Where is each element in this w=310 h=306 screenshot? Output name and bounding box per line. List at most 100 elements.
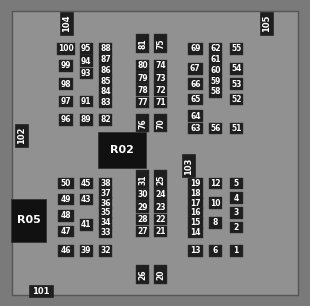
Bar [136, 84, 149, 96]
Text: 58: 58 [210, 87, 221, 96]
Bar [79, 96, 93, 107]
Bar [136, 97, 149, 108]
Bar [60, 114, 73, 126]
Bar [188, 245, 203, 257]
Text: 3: 3 [234, 208, 239, 218]
Text: 89: 89 [81, 115, 91, 125]
Bar [29, 285, 53, 297]
Text: 2: 2 [234, 223, 239, 232]
Text: 48: 48 [61, 211, 71, 220]
Text: 15: 15 [190, 218, 201, 227]
Bar [209, 217, 222, 229]
Text: 82: 82 [100, 115, 111, 125]
Bar [99, 188, 112, 199]
Bar [99, 75, 112, 87]
Text: 101: 101 [32, 287, 50, 296]
Text: 4: 4 [234, 194, 239, 203]
Text: 86: 86 [100, 66, 111, 75]
Bar [15, 124, 28, 147]
Bar [136, 170, 149, 189]
Text: 56: 56 [210, 124, 221, 133]
Bar [79, 55, 93, 67]
Bar [154, 201, 167, 213]
Bar [209, 65, 222, 76]
Text: 69: 69 [190, 44, 201, 54]
Text: 28: 28 [137, 215, 148, 224]
Text: 49: 49 [61, 195, 71, 204]
Text: 93: 93 [81, 69, 91, 78]
Text: 5: 5 [234, 179, 239, 188]
Bar [188, 188, 203, 199]
Bar [99, 97, 112, 108]
Bar [60, 78, 73, 90]
Bar [58, 245, 74, 257]
Bar [154, 170, 167, 189]
Text: 6: 6 [213, 246, 218, 256]
Bar [58, 210, 74, 222]
Text: 33: 33 [100, 228, 111, 237]
Bar [209, 75, 222, 87]
Text: 59: 59 [210, 76, 221, 86]
Bar [209, 123, 222, 134]
Bar [79, 194, 93, 205]
Bar [79, 43, 93, 55]
Text: 41: 41 [81, 220, 91, 230]
Bar [188, 123, 203, 134]
Text: 83: 83 [100, 98, 111, 107]
Bar [136, 201, 149, 213]
Text: 13: 13 [190, 246, 201, 256]
Text: 67: 67 [190, 64, 201, 73]
Bar [188, 207, 203, 219]
Bar [229, 78, 243, 90]
Bar [99, 43, 112, 55]
Bar [136, 60, 149, 72]
Bar [209, 54, 222, 65]
Text: 17: 17 [190, 199, 201, 208]
Text: 66: 66 [190, 80, 201, 89]
Text: 63: 63 [190, 124, 201, 133]
Bar [99, 217, 112, 229]
Text: 1: 1 [234, 246, 239, 256]
Text: 31: 31 [138, 174, 147, 185]
Bar [99, 245, 112, 257]
Bar [229, 94, 243, 105]
Bar [98, 132, 146, 168]
Text: 78: 78 [137, 86, 148, 95]
Text: 102: 102 [16, 126, 26, 144]
Text: 24: 24 [155, 190, 166, 200]
Bar [188, 197, 203, 209]
Bar [99, 54, 112, 65]
Text: 20: 20 [156, 269, 165, 280]
Text: 34: 34 [100, 218, 111, 227]
Bar [99, 227, 112, 238]
Bar [79, 178, 93, 189]
Text: 19: 19 [190, 179, 201, 188]
Text: 104: 104 [62, 15, 71, 32]
Text: 54: 54 [231, 64, 241, 73]
Bar [154, 72, 167, 84]
Bar [229, 192, 243, 204]
Bar [99, 197, 112, 209]
Bar [188, 94, 203, 105]
Bar [154, 34, 167, 53]
Text: 39: 39 [81, 246, 91, 256]
Bar [260, 12, 273, 35]
Text: 47: 47 [61, 227, 71, 236]
Bar [99, 207, 112, 219]
Bar [188, 217, 203, 229]
Bar [58, 226, 74, 237]
Text: 84: 84 [100, 87, 111, 96]
Bar [79, 114, 93, 126]
Text: 70: 70 [156, 118, 165, 129]
Bar [188, 43, 203, 55]
Bar [188, 78, 203, 90]
Text: 29: 29 [137, 203, 148, 212]
Text: 88: 88 [100, 44, 111, 54]
Text: 10: 10 [210, 199, 221, 208]
Text: 94: 94 [81, 57, 91, 66]
Text: 8: 8 [213, 218, 218, 227]
Text: 79: 79 [137, 73, 148, 83]
Text: 64: 64 [190, 112, 201, 121]
Bar [60, 96, 73, 107]
Bar [209, 43, 222, 55]
